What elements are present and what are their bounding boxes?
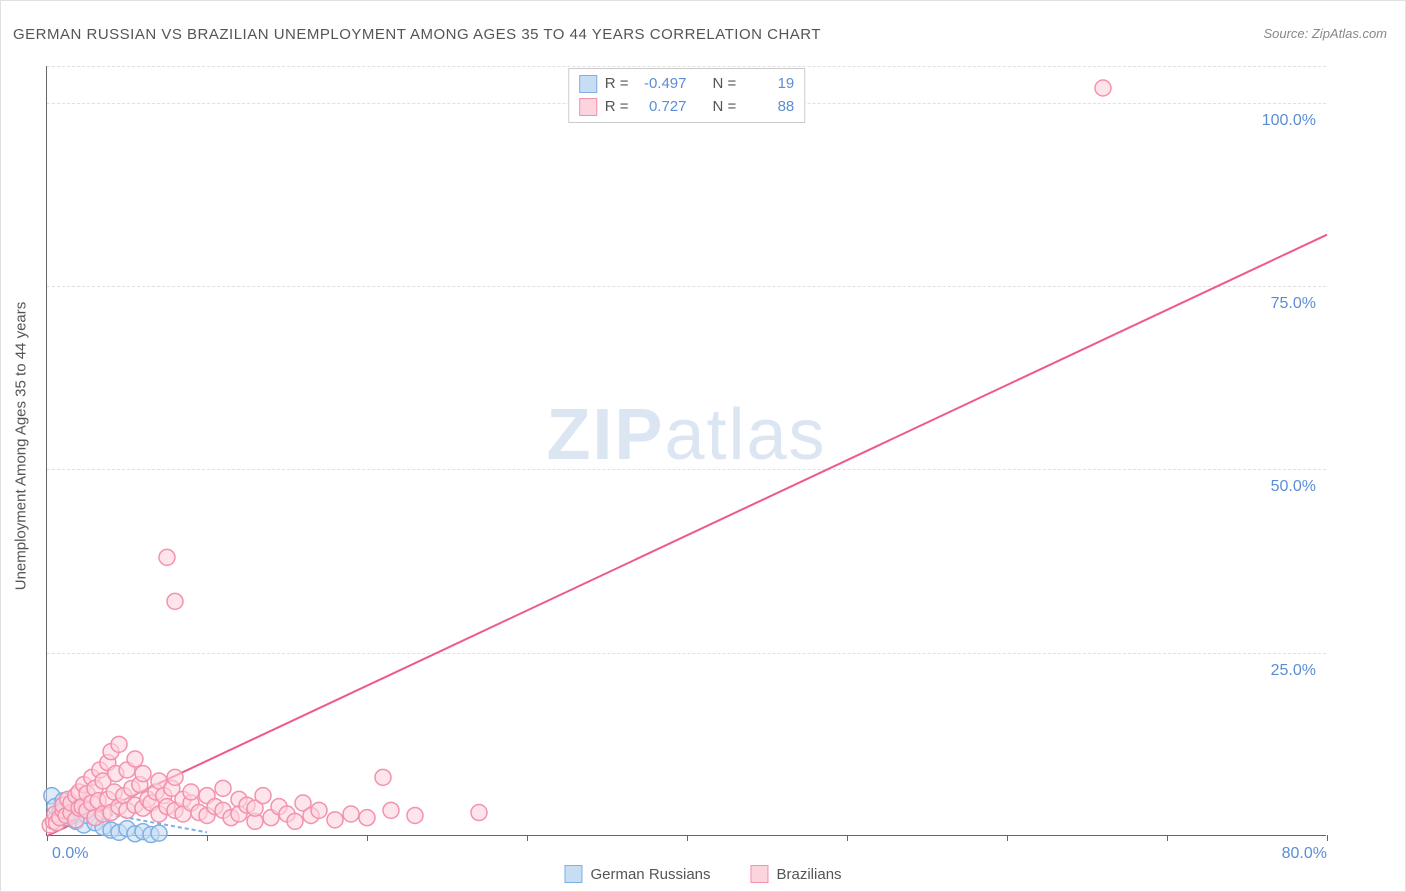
- data-point: [311, 802, 327, 818]
- data-point: [359, 810, 375, 826]
- stats-N-label: N =: [713, 96, 737, 119]
- x-tick: [367, 835, 368, 841]
- legend-item-brazilian: Brazilians: [751, 865, 842, 883]
- x-tick-label: 80.0%: [1282, 845, 1327, 863]
- plot-area: ZIPatlas 25.0%50.0%75.0%100.0% 0.0%80.0%…: [46, 66, 1326, 836]
- stats-R-label: R =: [605, 96, 629, 119]
- legend-label-1: Brazilians: [777, 866, 842, 883]
- x-tick: [527, 835, 528, 841]
- chart-title: GERMAN RUSSIAN VS BRAZILIAN UNEMPLOYMENT…: [13, 26, 821, 43]
- stats-R-label: R =: [605, 73, 629, 96]
- source-label: Source: ZipAtlas.com: [1263, 26, 1387, 41]
- x-tick: [1327, 835, 1328, 841]
- stats-R-value-1: 0.727: [637, 96, 687, 119]
- data-point: [327, 812, 343, 828]
- x-tick: [847, 835, 848, 841]
- data-point: [255, 788, 271, 804]
- data-point: [471, 805, 487, 821]
- data-point: [135, 766, 151, 782]
- x-tick: [1007, 835, 1008, 841]
- legend-item-german-russian: German Russians: [564, 865, 710, 883]
- data-point: [159, 549, 175, 565]
- data-point: [167, 593, 183, 609]
- legend-label-0: German Russians: [590, 866, 710, 883]
- data-point: [383, 802, 399, 818]
- scatter-svg: [47, 66, 1326, 835]
- swatch-german-russian: [579, 75, 597, 93]
- y-axis-label: Unemployment Among Ages 35 to 44 years: [13, 302, 30, 591]
- stats-R-value-0: -0.497: [637, 73, 687, 96]
- x-tick-label: 0.0%: [52, 845, 88, 863]
- stats-N-label: N =: [713, 73, 737, 96]
- x-tick: [687, 835, 688, 841]
- stats-row-brazilian: R = 0.727 N = 88: [579, 96, 795, 119]
- data-point: [151, 825, 167, 841]
- data-point: [167, 769, 183, 785]
- data-point: [1095, 80, 1111, 96]
- regression-line: [47, 235, 1327, 836]
- legend: German Russians Brazilians: [564, 865, 841, 883]
- data-point: [287, 813, 303, 829]
- x-tick: [207, 835, 208, 841]
- legend-swatch-1: [751, 865, 769, 883]
- legend-swatch-0: [564, 865, 582, 883]
- data-point: [183, 784, 199, 800]
- x-tick: [1167, 835, 1168, 841]
- swatch-brazilian: [579, 98, 597, 116]
- data-point: [375, 769, 391, 785]
- chart-container: GERMAN RUSSIAN VS BRAZILIAN UNEMPLOYMENT…: [0, 0, 1406, 892]
- stats-row-german-russian: R = -0.497 N = 19: [579, 73, 795, 96]
- stats-box: R = -0.497 N = 19 R = 0.727 N = 88: [568, 68, 806, 123]
- data-point: [127, 751, 143, 767]
- data-point: [407, 807, 423, 823]
- data-point: [215, 780, 231, 796]
- data-point: [111, 736, 127, 752]
- stats-N-value-1: 88: [744, 96, 794, 119]
- stats-N-value-0: 19: [744, 73, 794, 96]
- data-point: [343, 806, 359, 822]
